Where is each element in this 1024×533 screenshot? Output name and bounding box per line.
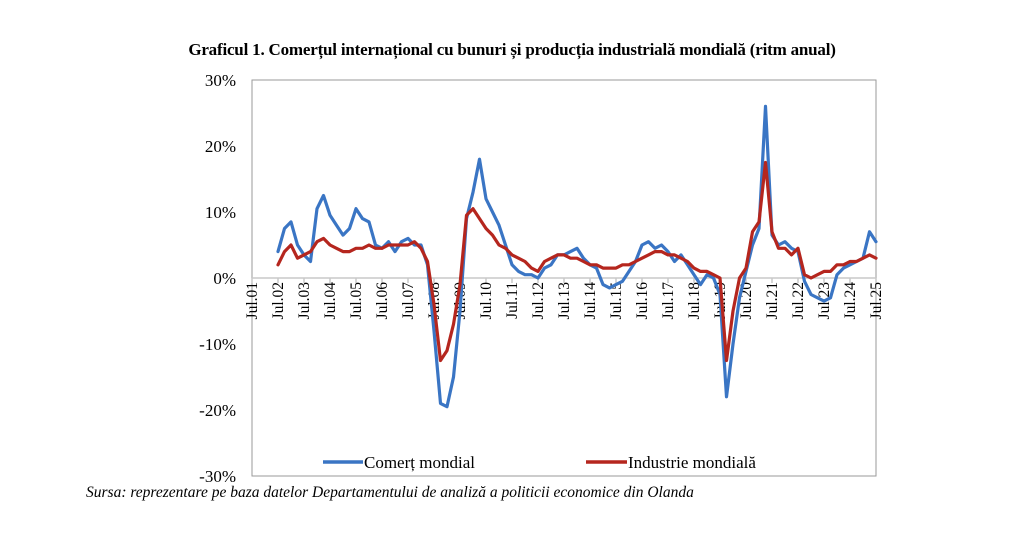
x-tick-label: Jul.12 [530,282,547,319]
y-tick-label: 20% [205,137,236,156]
y-tick-label: 30% [205,71,236,90]
x-tick-label: Jul.24 [842,282,859,320]
series-line-comert-mondial [276,104,878,409]
x-tick-label: Jul.06 [374,282,391,320]
x-tick-label: Jul.07 [400,282,417,320]
x-tick-label: Jul.02 [270,282,287,319]
x-axis: Jul.01 Jul.02 Jul.03 Jul.04 Jul.05 Jul.06 Jul.… [244,277,885,320]
y-tick-label: -10% [199,335,236,354]
x-tick-label: Jul.22 [790,282,807,319]
x-tick-label: Jul.21 [764,282,781,319]
x-tick-label: Jul.05 [348,282,365,320]
x-tick-label: Jul.25 [868,282,885,320]
series-layer [276,104,878,409]
x-tick-label: Jul.11 [504,282,521,319]
source-note: Sursa: reprezentare pe baza datelor Depa… [86,484,694,501]
y-axis: 30% 20% 10% 0% -10% -20% -30% [199,71,236,486]
x-tick-label: Jul.03 [296,282,313,320]
legend-label-industrie: Industrie mondială [628,453,756,472]
x-tick-label: Jul.13 [556,282,573,320]
legend: Comerț mondial Industrie mondială [323,453,756,472]
x-tick-label: Jul.16 [634,282,651,320]
x-tick-label: Jul.17 [660,282,677,320]
legend-label-comert: Comerț mondial [364,453,475,472]
x-tick-label: Jul.18 [686,282,703,320]
y-tick-label: -30% [199,467,236,486]
chart-title: Graficul 1. Comerțul internațional cu bu… [188,40,836,59]
x-tick-label: Jul.15 [608,282,625,320]
y-tick-label: 0% [213,269,236,288]
x-tick-label: Jul.10 [478,282,495,320]
x-tick-label: Jul.14 [582,282,599,320]
y-tick-label: 10% [205,203,236,222]
x-tick-label: Jul.01 [244,282,261,319]
series-line-industrie-mondiala [276,160,878,363]
y-tick-label: -20% [199,401,236,420]
x-tick-label: Jul.04 [322,282,339,320]
